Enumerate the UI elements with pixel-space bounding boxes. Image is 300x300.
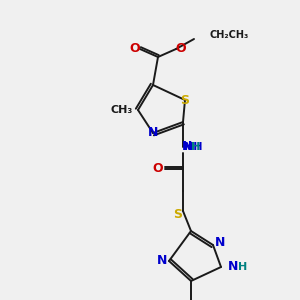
Text: CH₃: CH₃ [111, 105, 133, 115]
Text: H: H [191, 142, 201, 152]
Text: N: N [157, 254, 167, 268]
Text: N: N [148, 127, 158, 140]
Text: N: N [182, 140, 192, 154]
Text: O: O [176, 43, 186, 56]
Text: NH: NH [184, 142, 202, 152]
Text: N: N [215, 236, 225, 250]
Text: H: H [238, 262, 247, 272]
Text: CH₂CH₃: CH₂CH₃ [210, 30, 249, 40]
Text: O: O [130, 43, 140, 56]
Text: O: O [153, 163, 163, 176]
Text: N: N [228, 260, 238, 274]
Text: S: S [181, 94, 190, 106]
Text: S: S [173, 208, 182, 221]
